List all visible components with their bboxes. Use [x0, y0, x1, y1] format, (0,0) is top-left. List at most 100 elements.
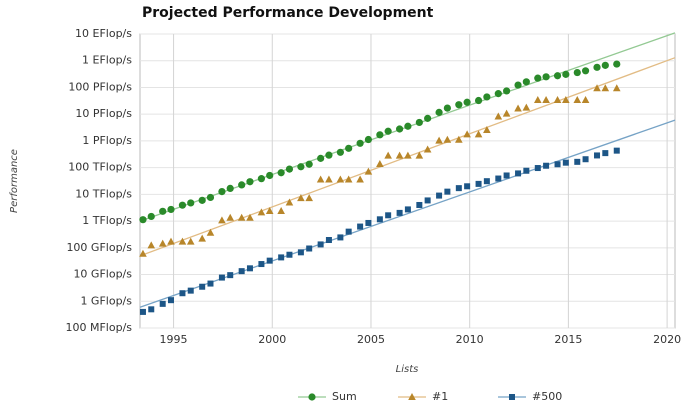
- marker: [376, 131, 384, 139]
- marker: [601, 84, 610, 92]
- marker: [207, 280, 214, 287]
- marker: [148, 306, 155, 313]
- marker: [178, 201, 187, 209]
- marker: [533, 96, 542, 104]
- x-tick-label: 2005: [357, 333, 385, 346]
- marker: [613, 60, 621, 68]
- marker: [503, 172, 510, 179]
- marker: [365, 219, 372, 226]
- marker: [514, 81, 522, 89]
- marker: [336, 148, 344, 156]
- marker: [356, 139, 364, 147]
- x-tick-label: 2015: [554, 333, 582, 346]
- marker: [483, 93, 491, 101]
- y-tick-label: 10 EFlop/s: [75, 27, 132, 40]
- marker: [562, 159, 569, 166]
- marker: [612, 84, 621, 92]
- marker: [325, 237, 332, 244]
- marker: [384, 151, 392, 159]
- marker: [246, 265, 253, 272]
- marker: [385, 212, 392, 219]
- marker: [582, 156, 589, 163]
- marker: [364, 167, 373, 175]
- marker: [443, 104, 451, 112]
- y-tick-label: 1 EFlop/s: [82, 54, 132, 67]
- marker: [297, 163, 305, 171]
- marker: [423, 145, 432, 153]
- marker: [297, 249, 304, 256]
- marker: [553, 72, 562, 80]
- marker: [443, 135, 452, 143]
- marker: [345, 144, 353, 152]
- marker: [581, 96, 590, 104]
- marker: [308, 393, 316, 401]
- marker: [593, 84, 601, 92]
- marker: [455, 185, 462, 192]
- marker: [139, 308, 146, 315]
- marker: [436, 192, 443, 199]
- marker: [246, 213, 254, 221]
- marker: [277, 207, 285, 215]
- marker: [474, 96, 483, 105]
- marker: [285, 198, 294, 206]
- marker: [444, 188, 451, 195]
- marker: [562, 70, 570, 78]
- marker: [297, 194, 305, 202]
- marker: [186, 237, 195, 245]
- marker: [198, 196, 206, 204]
- marker: [424, 114, 432, 122]
- marker: [325, 175, 333, 183]
- y-tick-label: 100 GFlop/s: [66, 241, 132, 254]
- marker: [226, 184, 234, 193]
- marker: [404, 122, 412, 130]
- marker: [415, 118, 423, 127]
- marker: [509, 394, 515, 400]
- marker: [357, 223, 364, 230]
- marker: [237, 213, 246, 221]
- marker: [594, 152, 601, 159]
- marker: [159, 207, 167, 215]
- marker: [316, 175, 325, 183]
- marker: [424, 197, 431, 204]
- y-tick-label: 10 GFlop/s: [73, 268, 132, 281]
- marker: [534, 74, 542, 82]
- marker: [206, 228, 215, 236]
- marker: [573, 96, 582, 104]
- marker: [167, 297, 174, 304]
- marker: [356, 175, 364, 183]
- marker: [534, 165, 541, 172]
- x-axis-title: Lists: [396, 364, 419, 375]
- marker: [416, 201, 423, 208]
- marker: [167, 205, 175, 214]
- marker: [285, 165, 294, 173]
- marker: [265, 207, 274, 215]
- y-tick-label: 1 GFlop/s: [80, 294, 132, 307]
- marker: [483, 125, 491, 133]
- marker: [187, 199, 195, 207]
- y-tick-label: 10 PFlop/s: [75, 107, 132, 120]
- marker: [218, 216, 226, 224]
- x-tick-label: 2020: [653, 333, 681, 346]
- marker: [395, 151, 404, 159]
- y-axis-title: Performance: [9, 149, 20, 213]
- marker: [266, 257, 273, 264]
- marker: [246, 178, 254, 186]
- marker: [408, 393, 416, 400]
- marker: [317, 241, 324, 248]
- marker: [515, 170, 522, 177]
- marker: [542, 73, 550, 81]
- marker: [179, 290, 186, 297]
- marker: [593, 63, 601, 71]
- marker: [147, 241, 156, 249]
- marker: [139, 249, 147, 257]
- chart-title: Projected Performance Development: [142, 5, 434, 21]
- marker: [613, 147, 620, 154]
- marker: [522, 78, 530, 86]
- marker: [257, 175, 266, 183]
- marker: [522, 103, 531, 111]
- marker: [158, 239, 167, 247]
- marker: [435, 136, 443, 144]
- y-tick-label: 10 TFlop/s: [75, 187, 132, 200]
- marker: [277, 169, 285, 177]
- marker: [305, 194, 313, 202]
